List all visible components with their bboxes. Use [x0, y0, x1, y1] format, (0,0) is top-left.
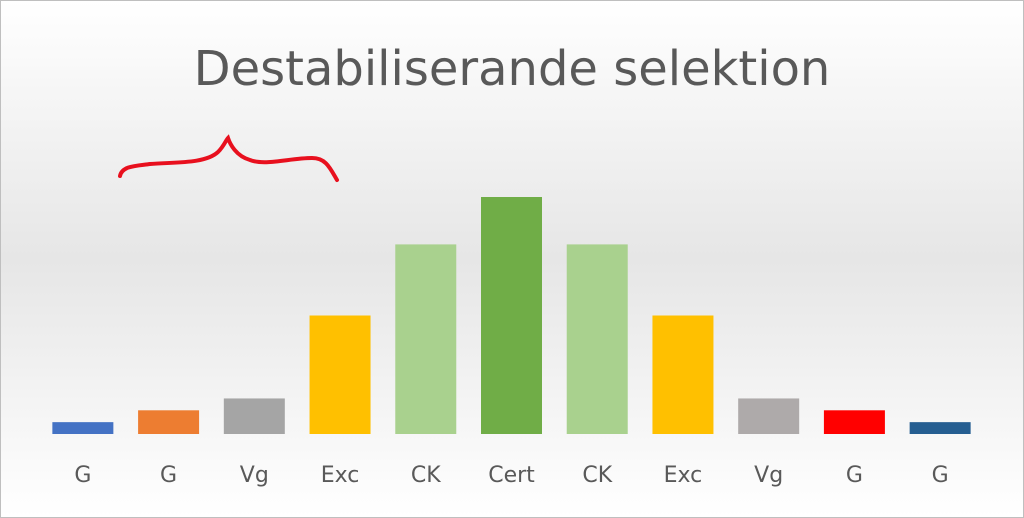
x-tick-label: G [846, 463, 863, 488]
x-tick-label: Cert [488, 463, 535, 488]
bar [52, 422, 114, 434]
chart-title: Destabiliserande selektion [194, 41, 831, 97]
x-tick-label: G [74, 463, 91, 488]
x-tick-label: G [932, 463, 949, 488]
bar [481, 197, 542, 434]
brace-annotation [118, 134, 339, 182]
bar [395, 244, 457, 434]
bar [309, 315, 371, 434]
bar [909, 422, 971, 434]
x-tick-label: Exc [664, 463, 703, 488]
bar [652, 315, 714, 434]
x-tick-label: CK [411, 463, 441, 488]
bar [138, 410, 200, 434]
bar [223, 398, 285, 434]
bar [566, 244, 628, 434]
bar [823, 410, 885, 434]
x-tick-label: G [160, 463, 177, 488]
x-tick-label: CK [582, 463, 612, 488]
x-tick-label: Vg [240, 463, 269, 488]
x-tick-label: Vg [754, 463, 783, 488]
x-tick-label: Exc [321, 463, 360, 488]
bar [738, 398, 800, 434]
